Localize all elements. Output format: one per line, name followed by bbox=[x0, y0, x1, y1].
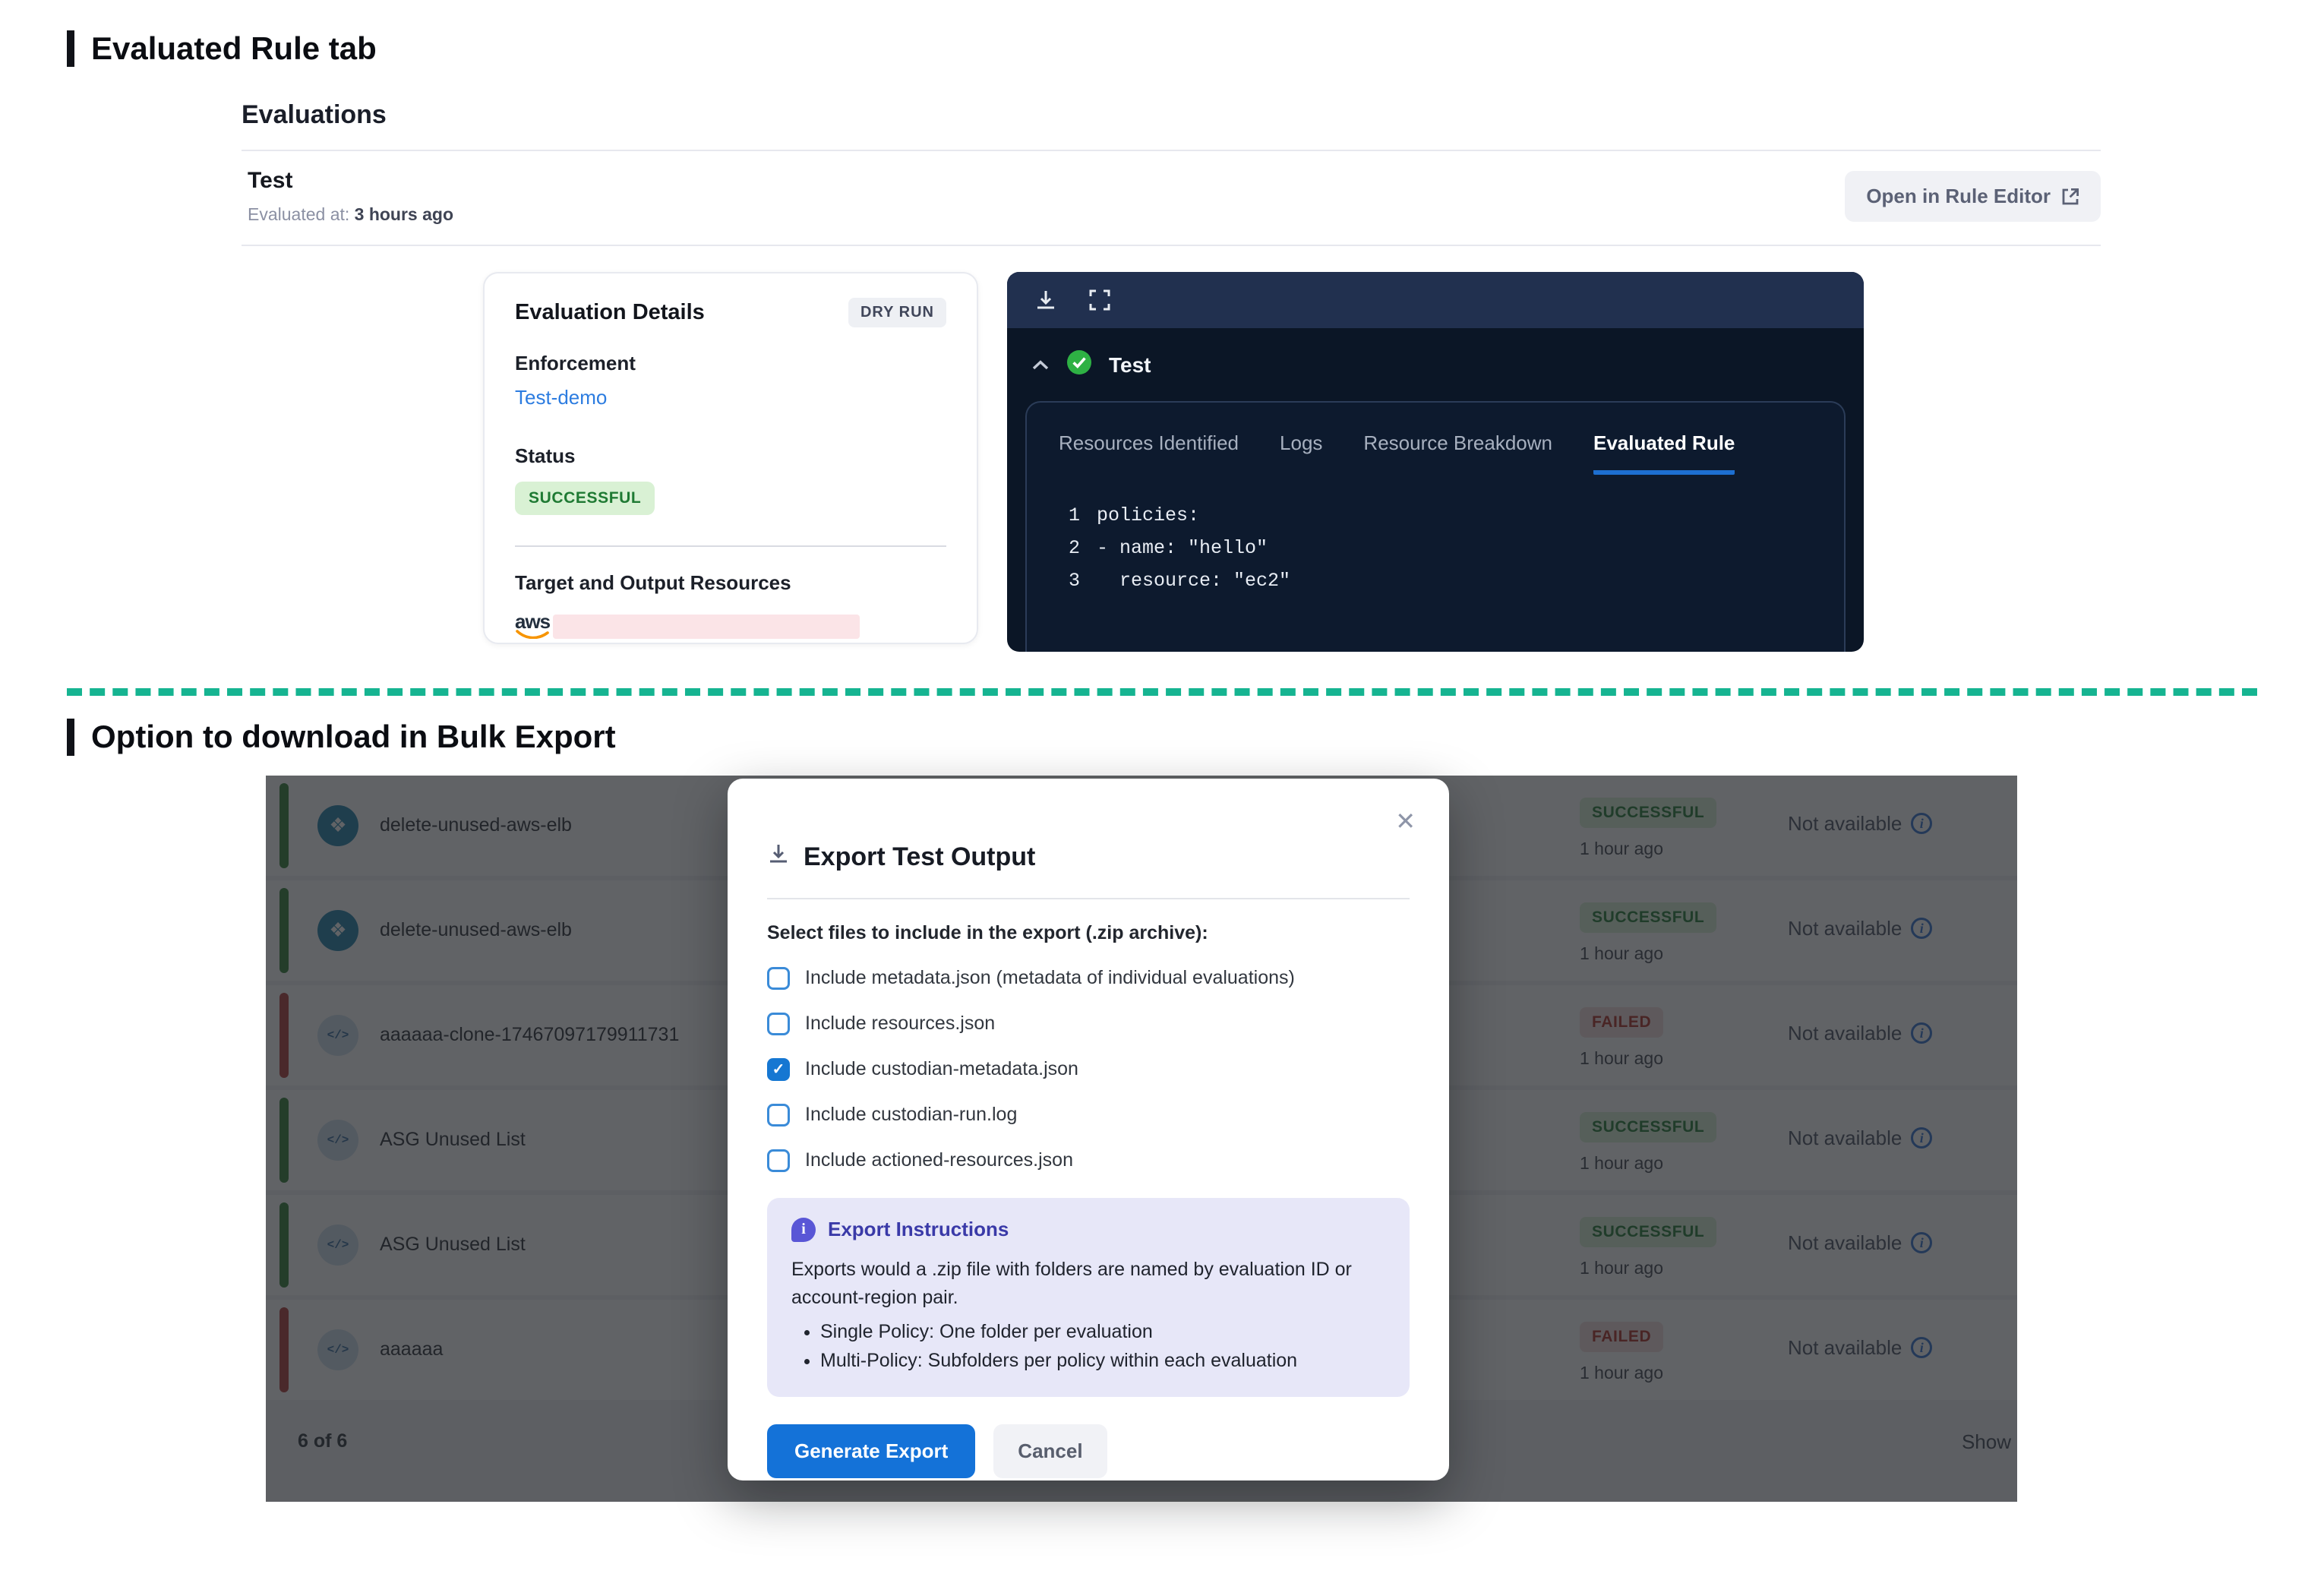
code-line: 2 - name: "hello" bbox=[1068, 537, 1268, 560]
dashed-separator bbox=[67, 688, 2257, 697]
close-icon[interactable]: ✕ bbox=[1395, 807, 1416, 835]
fullscreen-icon[interactable] bbox=[1089, 289, 1110, 311]
export-instructions-list: Single Policy: One folder per evaluation… bbox=[820, 1317, 1385, 1376]
export-instructions-title: Export Instructions bbox=[828, 1218, 1009, 1241]
checkbox[interactable] bbox=[767, 1103, 790, 1127]
export-instructions-box: i Export Instructions Exports would a .z… bbox=[767, 1197, 1410, 1398]
success-check-icon bbox=[1066, 349, 1092, 381]
evaluated-at-label: Evaluated at: bbox=[248, 204, 350, 225]
card-divider bbox=[515, 545, 946, 548]
info-bubble-icon: i bbox=[791, 1217, 816, 1242]
modal-title: Export Test Output bbox=[804, 842, 1036, 871]
enforcement-label: Enforcement bbox=[515, 352, 636, 375]
external-link-icon bbox=[2061, 188, 2079, 206]
tab-resources-identified[interactable]: Resources Identified bbox=[1059, 431, 1239, 455]
open-in-rule-editor-label: Open in Rule Editor bbox=[1866, 185, 2051, 208]
run-detail-card: Resources Identified Logs Resource Break… bbox=[1025, 401, 1846, 653]
run-header-row: Test bbox=[1007, 328, 1864, 381]
checkbox[interactable] bbox=[767, 966, 790, 990]
checkbox-include-custodian-metadata-json[interactable]: ✓ Include custodian-metadata.json bbox=[767, 1057, 1410, 1081]
rule-code-block: 1 policies: 2 - name: "hello" 3 resource… bbox=[1027, 499, 1844, 597]
details-card-title: Evaluation Details bbox=[515, 300, 705, 325]
test-output-panel: Test Resources Identified Logs Resource … bbox=[1007, 272, 1864, 653]
evaluations-table: ❖ delete-unused-aws-elb aws SUCCESSFUL1 … bbox=[266, 775, 2017, 1502]
instruction-item: Multi-Policy: Subfolders per policy with… bbox=[820, 1346, 1385, 1376]
export-test-output-modal: ✕ Export Test Output Select files to inc… bbox=[728, 778, 1449, 1480]
evaluation-details-card: Evaluation Details DRY RUN Enforcement T… bbox=[483, 272, 978, 645]
evaluated-at: Evaluated at: 3 hours ago bbox=[248, 204, 453, 225]
generate-export-button[interactable]: Generate Export bbox=[767, 1424, 976, 1479]
instruction-item: Single Policy: One folder per evaluation bbox=[820, 1317, 1385, 1347]
collapse-chevron-up-icon[interactable] bbox=[1031, 359, 1050, 371]
section-heading-evaluated-rule: Evaluated Rule tab bbox=[67, 30, 2324, 68]
status-badge: SUCCESSFUL bbox=[515, 482, 655, 516]
run-name: Test bbox=[1109, 353, 1151, 378]
tab-resource-breakdown[interactable]: Resource Breakdown bbox=[1363, 431, 1552, 455]
modal-divider bbox=[767, 897, 1410, 899]
panel-toolbar bbox=[1007, 272, 1864, 329]
evaluation-header-row: Test Evaluated at: 3 hours ago Open in R… bbox=[242, 151, 2101, 247]
export-instructions-body: Exports would a .zip file with folders a… bbox=[791, 1258, 1352, 1309]
checkbox-include-resources-json[interactable]: Include resources.json bbox=[767, 1012, 1410, 1035]
download-icon[interactable] bbox=[1034, 289, 1057, 311]
section-heading-bulk-export: Option to download in Bulk Export bbox=[67, 719, 2324, 756]
evaluation-name: Test bbox=[248, 168, 293, 194]
checkbox-include-custodian-run-log[interactable]: Include custodian-run.log bbox=[767, 1103, 1410, 1127]
redacted-target-name bbox=[553, 615, 860, 640]
tab-evaluated-rule[interactable]: Evaluated Rule bbox=[1593, 431, 1735, 476]
checkbox-include-actioned-resources-json[interactable]: Include actioned-resources.json bbox=[767, 1149, 1410, 1172]
open-in-rule-editor-button[interactable]: Open in Rule Editor bbox=[1845, 171, 2101, 223]
target-resources-label: Target and Output Resources bbox=[515, 571, 791, 595]
evaluated-at-value: 3 hours ago bbox=[354, 204, 454, 225]
checkbox-include-metadata-json[interactable]: Include metadata.json (metadata of indiv… bbox=[767, 966, 1410, 990]
enforcement-link[interactable]: Test-demo bbox=[515, 386, 608, 409]
run-tabs: Resources Identified Logs Resource Break… bbox=[1027, 403, 1844, 476]
tab-logs[interactable]: Logs bbox=[1280, 431, 1323, 455]
select-files-label: Select files to include in the export (.… bbox=[767, 921, 1208, 943]
cancel-button[interactable]: Cancel bbox=[993, 1424, 1107, 1479]
code-line: 3 resource: "ec2" bbox=[1068, 570, 1291, 592]
evaluations-title: Evaluations bbox=[242, 100, 2101, 152]
status-label: Status bbox=[515, 444, 576, 468]
checkbox-checked[interactable]: ✓ bbox=[767, 1057, 790, 1081]
code-line: 1 policies: bbox=[1068, 504, 1200, 527]
evaluations-panel: Evaluations Test Evaluated at: 3 hours a… bbox=[242, 100, 2101, 653]
aws-logo: aws bbox=[515, 611, 551, 640]
checkbox[interactable] bbox=[767, 1149, 790, 1172]
download-icon bbox=[767, 842, 790, 871]
evaluation-content-row: Evaluation Details DRY RUN Enforcement T… bbox=[483, 272, 1864, 653]
checkbox[interactable] bbox=[767, 1012, 790, 1035]
dry-run-badge: DRY RUN bbox=[848, 298, 946, 328]
